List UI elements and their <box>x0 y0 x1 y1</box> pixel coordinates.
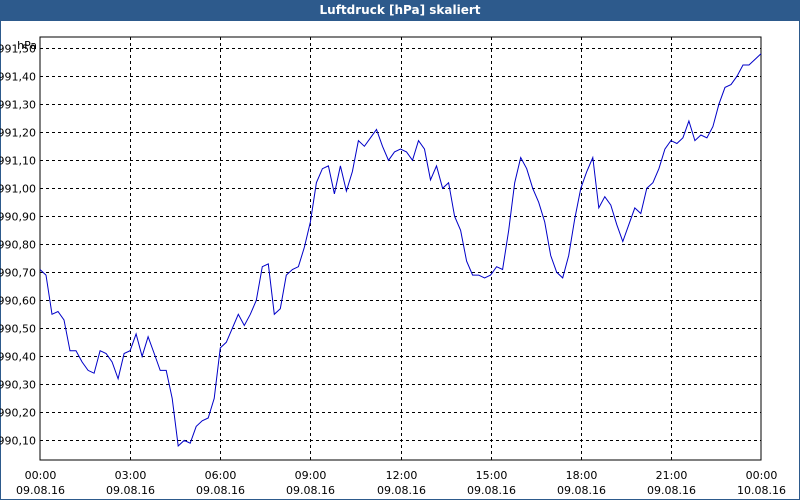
x-tick-labels: 00:00 09.08.16 03:00 09.08.16 06:00 09.08.16 0… <box>16 469 786 497</box>
x-tick-time: 18:00 <box>566 469 598 482</box>
plot-frame <box>39 36 762 461</box>
y-tick-label: 990,30 <box>0 379 36 392</box>
y-axis-label: hPa <box>17 39 37 52</box>
x-tick-time: 03:00 <box>115 469 147 482</box>
x-tick-time: 00:00 <box>746 469 778 482</box>
y-tick-label: 991,10 <box>0 155 36 168</box>
x-tick-date: 09.08.16 <box>647 484 696 497</box>
grid <box>40 37 761 460</box>
y-tick-label: 990,50 <box>0 323 36 336</box>
x-tick-time: 15:00 <box>476 469 508 482</box>
y-tick-label: 990,80 <box>0 239 36 252</box>
y-tick-label: 990,60 <box>0 295 36 308</box>
y-tick-label: 991,50 <box>0 43 36 56</box>
y-tick-label: 990,70 <box>0 267 36 280</box>
pressure-series-line <box>39 53 762 448</box>
y-tick-label: 990,10 <box>0 435 36 448</box>
chart-title: Luftdruck [hPa] skaliert <box>0 0 800 21</box>
x-tick-date: 09.08.16 <box>377 484 426 497</box>
y-tick-label: 990,20 <box>0 407 36 420</box>
x-tick-date: 09.08.16 <box>196 484 245 497</box>
y-tick-label: 991,20 <box>0 127 36 140</box>
x-tick-time: 09:00 <box>295 469 327 482</box>
y-tick-label: 990,40 <box>0 351 36 364</box>
x-tick-date: 09.08.16 <box>16 484 65 497</box>
x-tick-time: 21:00 <box>656 469 688 482</box>
y-tick-label: 991,00 <box>0 183 36 196</box>
x-tick-time: 06:00 <box>205 469 237 482</box>
x-tick-date: 09.08.16 <box>557 484 606 497</box>
y-tick-label: 991,30 <box>0 99 36 112</box>
x-tick-date: 09.08.16 <box>286 484 335 497</box>
y-tick-label: 991,40 <box>0 71 36 84</box>
x-tick-time: 00:00 <box>25 469 57 482</box>
x-tick-date: 09.08.16 <box>467 484 516 497</box>
x-tick-time: 12:00 <box>386 469 418 482</box>
x-tick-date: 10.08.16 <box>737 484 786 497</box>
y-tick-label: 990,90 <box>0 211 36 224</box>
x-tick-date: 09.08.16 <box>106 484 155 497</box>
y-tick-labels: 991,50 991,40 991,30 991,20 991,10 991,00 990,… <box>0 43 36 448</box>
